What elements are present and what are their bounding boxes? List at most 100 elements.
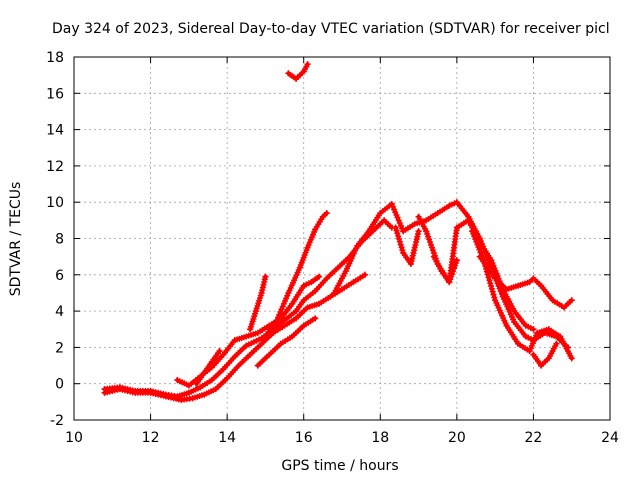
y-tick-label: 14 (46, 123, 64, 139)
data-point (331, 289, 338, 296)
data-point (273, 317, 280, 324)
data-point (289, 300, 296, 307)
plus-markers (101, 217, 395, 400)
data-point (342, 268, 349, 275)
data-point (316, 300, 323, 307)
data-point (526, 279, 533, 286)
data-point (254, 362, 261, 369)
y-tick-label: 18 (46, 50, 64, 66)
data-point (147, 389, 154, 396)
grid (74, 57, 610, 420)
data-point (178, 397, 185, 404)
series-sat-f (262, 210, 330, 340)
data-point (545, 326, 552, 333)
x-tick-label: 10 (65, 430, 83, 446)
data-point (185, 382, 192, 389)
data-point (300, 297, 307, 304)
data-point (262, 273, 269, 280)
data-point (423, 217, 430, 224)
data-point (568, 297, 575, 304)
data-point (488, 257, 495, 264)
series-sat-j (392, 224, 422, 267)
data-point (553, 340, 560, 347)
data-point (434, 210, 441, 217)
data-point (561, 304, 568, 311)
chart-title: Day 324 of 2023, Sidereal Day-to-day VTE… (52, 21, 610, 37)
x-tick-label: 24 (601, 430, 619, 446)
x-tick-label: 12 (142, 430, 160, 446)
data-point (400, 250, 407, 257)
data-point (522, 333, 529, 340)
data-point (392, 224, 399, 231)
data-point (492, 275, 499, 282)
data-point (262, 333, 269, 340)
data-point (231, 353, 238, 360)
data-point (503, 322, 510, 329)
data-point (189, 395, 196, 402)
data-point (300, 322, 307, 329)
data-point (293, 315, 300, 322)
data-point (515, 282, 522, 289)
data-point (304, 304, 311, 311)
data-point (492, 297, 499, 304)
data-point (453, 199, 460, 206)
data-point (101, 389, 108, 396)
data-point (285, 70, 292, 77)
data-point (480, 257, 487, 264)
data-point (319, 213, 326, 220)
data-point (308, 279, 315, 286)
data-point (381, 217, 388, 224)
data-point (312, 288, 319, 295)
y-tick-label: 2 (55, 340, 64, 356)
data-point (453, 224, 460, 231)
series-sat-n (469, 228, 575, 362)
series-sat-g (254, 315, 319, 369)
data-point (208, 377, 215, 384)
data-point (193, 380, 200, 387)
series-track (194, 349, 222, 386)
series-sat-a (101, 217, 395, 400)
data-point (231, 337, 238, 344)
y-tick-label: -2 (50, 413, 64, 429)
data-point (316, 273, 323, 280)
data-point (511, 318, 518, 325)
data-point (197, 384, 204, 391)
data-point (530, 326, 537, 333)
data-point (538, 362, 545, 369)
data-point (549, 297, 556, 304)
data-point (132, 389, 139, 396)
data-point (289, 333, 296, 340)
series-sat-b (101, 271, 368, 404)
data-point (312, 315, 319, 322)
data-point (270, 329, 277, 336)
data-point (220, 351, 227, 358)
data-point (258, 340, 265, 347)
y-tick-label: 0 (55, 377, 64, 393)
data-point (293, 308, 300, 315)
data-point (530, 351, 537, 358)
series-sat-o (530, 340, 560, 369)
series-sat-h (285, 61, 311, 82)
x-tick-label: 14 (218, 430, 236, 446)
data-point (407, 260, 414, 267)
data-point (304, 244, 311, 251)
data-point (281, 317, 288, 324)
data-point (285, 289, 292, 296)
data-point (568, 355, 575, 362)
data-point (453, 257, 460, 264)
data-point (323, 210, 330, 217)
data-point (411, 220, 418, 227)
data-point (469, 228, 476, 235)
data-point (277, 340, 284, 347)
data-point (534, 329, 541, 336)
data-point (266, 351, 273, 358)
y-tick-label: 10 (46, 195, 64, 211)
data-point (415, 213, 422, 220)
data-point (545, 355, 552, 362)
data-point (526, 348, 533, 355)
x-tick-label: 20 (448, 430, 466, 446)
data-point (515, 340, 522, 347)
data-point (212, 386, 219, 393)
y-tick-label: 6 (55, 268, 64, 284)
